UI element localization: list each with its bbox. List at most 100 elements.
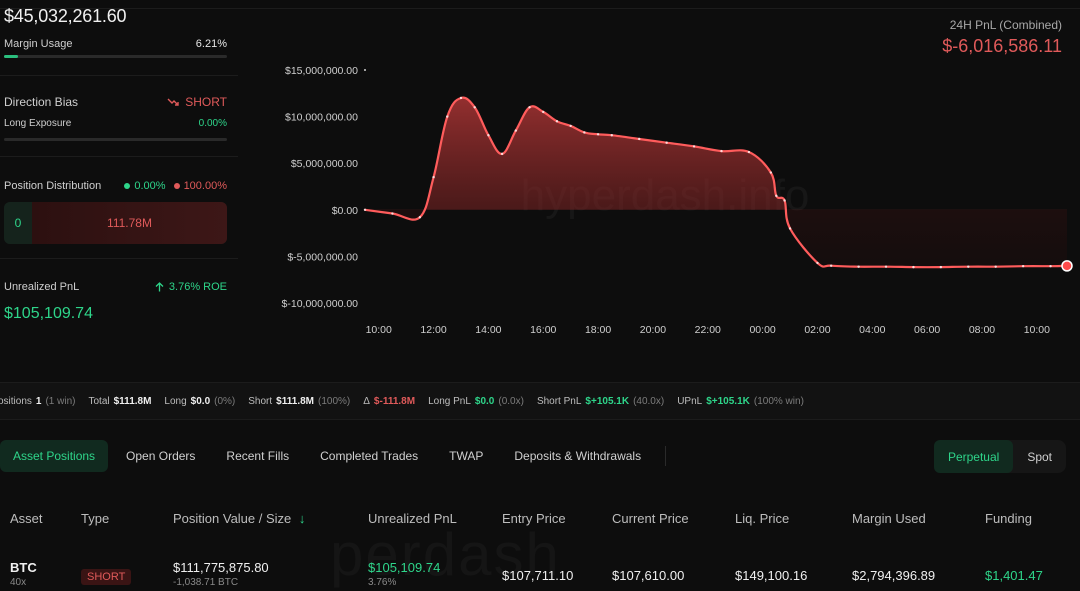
tabs-divider [665, 446, 666, 466]
stat-value: $+105.1K [706, 395, 750, 407]
x-tick-label: 10:00 [366, 324, 392, 336]
stat-label: Short [248, 395, 273, 407]
data-point [528, 106, 531, 109]
x-tick-label: 04:00 [859, 324, 885, 336]
x-tick-label: 06:00 [914, 324, 940, 336]
data-point [692, 145, 696, 148]
negative-area [366, 210, 1067, 268]
margin-usage-label: Margin Usage [4, 38, 73, 50]
stat-extra: (100% win) [753, 395, 804, 407]
cell-margin-used: $2,794,396.89 [852, 568, 936, 583]
data-point [939, 265, 943, 269]
x-tick-label: 08:00 [969, 324, 995, 336]
data-point [363, 208, 367, 211]
data-point [884, 265, 888, 268]
data-point [446, 115, 449, 118]
cell-entry-price: $107,711.10 [502, 568, 574, 583]
header-margin-used[interactable]: Margin Used [852, 511, 926, 526]
account-value: $45,032,261.60 [4, 6, 127, 26]
header-unrealized-pnl[interactable]: Unrealized PnL [368, 511, 457, 526]
x-tick-label: 16:00 [530, 324, 556, 336]
tick-dot [364, 69, 366, 71]
data-point [857, 265, 860, 268]
direction-bias-value: SHORT [167, 95, 227, 109]
x-tick-label: 12:00 [420, 324, 446, 336]
header-funding[interactable]: Funding [985, 511, 1032, 526]
direction-bias-text: SHORT [185, 95, 227, 109]
header-position-value[interactable]: Position Value / Size ↓ [173, 511, 305, 526]
current-point-marker[interactable] [1061, 260, 1073, 272]
tab-twap[interactable]: TWAP [449, 449, 484, 463]
header-asset[interactable]: Asset [10, 511, 43, 526]
data-point [418, 216, 422, 219]
position-value: $111,775,875.80 [173, 560, 269, 575]
data-point [747, 150, 751, 154]
data-point [994, 265, 997, 268]
data-point [912, 265, 915, 269]
data-point [555, 120, 559, 123]
tab-deposits-withdrawals[interactable]: Deposits & Withdrawals [514, 449, 642, 463]
margin-usage-fill [4, 55, 18, 58]
header-position-value-label: Position Value / Size [173, 511, 292, 526]
data-point [473, 106, 476, 109]
short-segment: 111.78M [32, 202, 227, 244]
tab-completed-trades[interactable]: Completed Trades [320, 449, 419, 463]
y-tick-label: $15,000,000.00 [285, 65, 358, 77]
y-tick-label: $5,000,000.00 [291, 158, 358, 170]
stat-value: $+105.1K [585, 395, 630, 407]
upnl-pct: 3.76% [368, 577, 397, 588]
data-point [967, 265, 970, 268]
market-tab-perpetual[interactable]: Perpetual [933, 440, 1014, 473]
margin-usage-value: 6.21% [195, 38, 227, 50]
stat-item: UPnL $+105.1K (100% win) [677, 396, 804, 407]
data-point [1049, 264, 1052, 268]
stat-label: Δ [363, 395, 370, 407]
account-summary-panel: $45,032,261.60 Margin Usage 6.21% Direct… [0, 0, 238, 360]
stat-value: $111.8M [113, 395, 152, 407]
cell-position-value: $111,775,875.80 -1,038.71 BTC [173, 560, 269, 588]
short-pct: 100.00% [183, 180, 227, 192]
position-distribution-label: Position Distribution [4, 180, 102, 192]
header-type[interactable]: Type [81, 511, 110, 526]
data-point [391, 212, 394, 215]
stat-item: Short $111.8M (100%) [248, 396, 350, 407]
divider [0, 75, 238, 76]
cell-unrealized-pnl: $105,109.74 3.76% [368, 560, 440, 588]
tab-open-orders[interactable]: Open Orders [126, 449, 196, 463]
position-size: -1,038.71 BTC [173, 577, 239, 588]
position-distribution-bar: 0 111.78M [4, 202, 227, 244]
header-liq-price[interactable]: Liq. Price [735, 511, 790, 526]
top-divider [0, 8, 1080, 9]
data-point [638, 137, 641, 141]
x-tick-label: 00:00 [749, 324, 775, 336]
header-entry-price[interactable]: Entry Price [502, 511, 566, 526]
stat-extra: (40.0x) [633, 395, 665, 407]
header-current-price[interactable]: Current Price [612, 511, 689, 526]
data-point [788, 227, 792, 230]
tab-asset-positions[interactable]: Asset Positions [0, 440, 109, 472]
stat-item: ositions 1 (1 win) [0, 396, 75, 407]
cell-funding: $1,401.47 [985, 568, 1043, 583]
stat-extra: (1 win) [45, 395, 76, 407]
cell-asset: BTC 40x [10, 560, 37, 588]
y-tick-label: $0.00 [332, 205, 358, 217]
market-tab-spot[interactable]: Spot [1027, 449, 1052, 464]
tab-recent-fills[interactable]: Recent Fills [226, 449, 290, 463]
data-point [459, 96, 463, 100]
positions-stats-strip: ositions 1 (1 win) Total $111.8M Long $0.0 (0%)… [0, 382, 1080, 420]
stat-item: Δ $-111.8M [363, 396, 415, 407]
data-point [829, 264, 833, 267]
y-tick-label: $-10,000,000.00 [282, 298, 359, 310]
stat-label: Long [164, 395, 187, 407]
direction-bias-row: Direction Bias SHORT [4, 95, 227, 109]
pnl-chart[interactable]: $15,000,000.00 $10,000,000.00 $5,000,000.0… [0, 0, 1080, 380]
red-dot-icon [173, 183, 180, 189]
data-point [596, 133, 600, 136]
asset-leverage: 40x [10, 577, 27, 588]
roe-value: 3.76% ROE [155, 281, 227, 293]
x-tick-label: 22:00 [695, 324, 721, 336]
stat-value: $-111.8M [373, 395, 416, 407]
stat-extra: (0%) [214, 395, 236, 407]
cell-current-price: $107,610.00 [612, 568, 685, 583]
data-point [569, 124, 572, 128]
